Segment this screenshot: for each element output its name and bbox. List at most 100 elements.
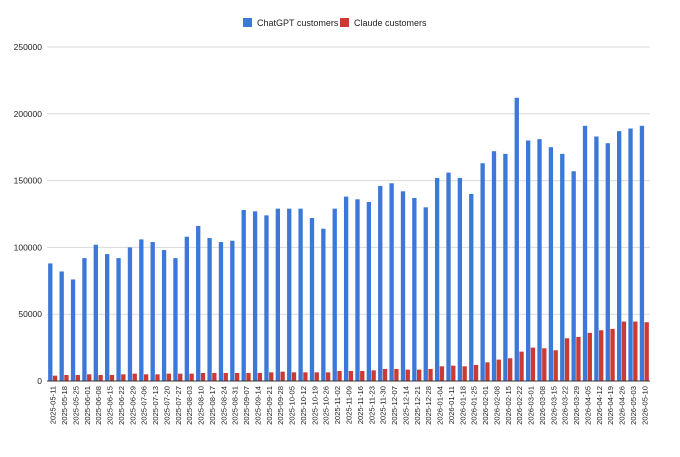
x-tick-label: 2025-07-06: [140, 386, 149, 425]
bar-chatgpt: [207, 238, 212, 381]
bar-chatgpt: [412, 197, 417, 381]
x-tick-label: 2025-10-05: [288, 386, 297, 425]
bar-claude: [564, 338, 570, 381]
bar-chatgpt: [275, 208, 280, 381]
x-tick-label: 2025-09-21: [265, 386, 274, 425]
bar-claude: [75, 374, 80, 381]
bar-chatgpt: [366, 201, 372, 381]
bar-claude: [530, 347, 536, 381]
x-tick-label: 2025-06-01: [83, 386, 92, 425]
bar-claude: [394, 368, 399, 381]
bar-claude: [405, 369, 410, 381]
bar-claude: [416, 369, 422, 381]
x-tick-label: 2025-06-08: [94, 386, 103, 425]
bar-claude: [98, 374, 103, 381]
x-tick-label: 2026-04-05: [583, 386, 592, 425]
y-tick-label: 0: [37, 376, 42, 386]
bar-chatgpt: [218, 242, 224, 381]
x-tick-label: 2026-01-04: [436, 386, 445, 425]
bar-claude: [109, 374, 115, 381]
bar-chatgpt: [571, 171, 576, 381]
x-tick-label: 2025-08-17: [208, 386, 217, 425]
x-tick-label: 2025-12-21: [413, 386, 422, 425]
x-tick-label: 2025-12-07: [390, 386, 399, 425]
bar-chatgpt: [127, 247, 133, 381]
bar-chatgpt: [457, 177, 463, 381]
bar-claude: [485, 362, 490, 381]
x-tick-label: 2025-08-03: [185, 386, 194, 425]
bar-claude: [166, 373, 172, 381]
bar-claude: [428, 368, 433, 381]
bar-chatgpt: [594, 136, 599, 381]
bar-chatgpt: [548, 147, 554, 381]
bar-chatgpt: [525, 140, 531, 381]
bar-chatgpt: [400, 191, 406, 381]
x-tick-label: 2025-07-27: [174, 386, 183, 425]
x-tick-label: 2025-11-16: [356, 386, 365, 424]
bar-chatgpt: [469, 193, 474, 381]
x-tick-label: 2025-05-11: [49, 386, 58, 424]
x-tick-label: 2025-09-07: [242, 386, 251, 425]
x-tick-label: 2026-05-03: [629, 386, 638, 425]
x-tick-label: 2026-04-26: [618, 386, 627, 425]
bar-chatgpt: [355, 199, 360, 381]
bar-chatgpt: [560, 153, 565, 381]
legend-label-claude: Claude customers: [354, 18, 427, 28]
bar-claude: [246, 372, 251, 381]
x-tick-label: 2025-11-09: [345, 386, 354, 424]
x-tick-label: 2025-10-12: [299, 386, 308, 425]
y-tick-label: 200000: [14, 109, 43, 119]
bar-claude: [314, 372, 319, 381]
bar-chatgpt: [423, 207, 428, 381]
bar-claude: [439, 366, 445, 381]
bar-claude: [178, 373, 183, 381]
bar-claude: [337, 370, 342, 381]
bar-chatgpt: [196, 226, 201, 381]
bar-claude: [291, 372, 297, 381]
bar-chatgpt: [139, 239, 144, 381]
bar-chatgpt: [184, 236, 189, 381]
x-tick-label: 2025-09-14: [253, 386, 262, 425]
bar-chatgpt: [82, 258, 87, 381]
bar-chatgpt: [434, 177, 440, 381]
bar-claude: [52, 375, 58, 381]
x-tick-label: 2026-02-22: [515, 386, 524, 425]
bar-claude: [610, 328, 615, 381]
bar-claude: [212, 372, 217, 381]
x-tick-label: 2026-01-25: [470, 386, 479, 425]
bar-chatgpt: [617, 131, 622, 381]
bar-claude: [508, 358, 513, 381]
bar-chatgpt: [93, 244, 98, 381]
bar-claude: [64, 374, 69, 381]
x-tick-label: 2025-08-10: [197, 386, 206, 425]
x-tick-label: 2026-03-01: [527, 386, 536, 425]
x-tick-label: 2026-04-19: [606, 386, 615, 425]
grid-lines: [47, 46, 650, 315]
x-tick-label: 2025-08-31: [231, 386, 240, 425]
x-tick-label: 2025-10-26: [322, 386, 331, 425]
x-tick-label: 2025-07-20: [162, 386, 171, 425]
x-tick-label: 2026-02-15: [504, 386, 513, 425]
x-tick-label: 2026-03-08: [538, 386, 547, 425]
x-tick-label: 2025-06-22: [117, 386, 126, 425]
bars: [48, 97, 649, 382]
bar-chatgpt: [628, 128, 633, 381]
bar-claude: [257, 372, 263, 381]
bar-chatgpt: [105, 254, 110, 381]
x-tick-label: 2025-06-29: [128, 386, 137, 425]
bar-chatgpt: [287, 208, 292, 381]
x-tick-label: 2025-07-13: [151, 386, 160, 425]
bar-claude: [371, 370, 376, 381]
bar-chatgpt: [116, 258, 121, 381]
bar-claude: [200, 372, 206, 381]
bar-chatgpt: [150, 242, 155, 381]
bar-chatgpt: [605, 143, 610, 381]
bar-claude: [473, 364, 479, 381]
x-tick-label: 2025-10-19: [310, 386, 319, 425]
bar-chatgpt: [70, 279, 76, 381]
bar-chatgpt: [173, 258, 178, 381]
bar-chatgpt: [309, 218, 315, 381]
bar-chatgpt: [343, 196, 349, 381]
bar-chatgpt: [298, 208, 303, 381]
